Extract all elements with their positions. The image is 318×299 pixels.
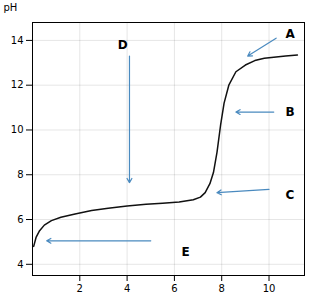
svg-text:14: 14 <box>11 35 24 46</box>
svg-text:B: B <box>286 105 295 119</box>
svg-text:10: 10 <box>263 283 276 294</box>
svg-text:10: 10 <box>11 124 24 135</box>
svg-text:C: C <box>286 188 295 202</box>
svg-text:8: 8 <box>219 283 225 294</box>
svg-text:4: 4 <box>17 259 23 270</box>
svg-text:8: 8 <box>17 169 23 180</box>
svg-text:12: 12 <box>11 79 24 90</box>
svg-text:E: E <box>182 245 190 259</box>
svg-text:4: 4 <box>124 283 130 294</box>
svg-text:2: 2 <box>77 283 83 294</box>
svg-text:A: A <box>286 27 296 41</box>
svg-text:pH: pH <box>4 2 18 13</box>
svg-text:6: 6 <box>171 283 177 294</box>
svg-text:D: D <box>118 38 128 52</box>
svg-text:6: 6 <box>17 214 23 225</box>
